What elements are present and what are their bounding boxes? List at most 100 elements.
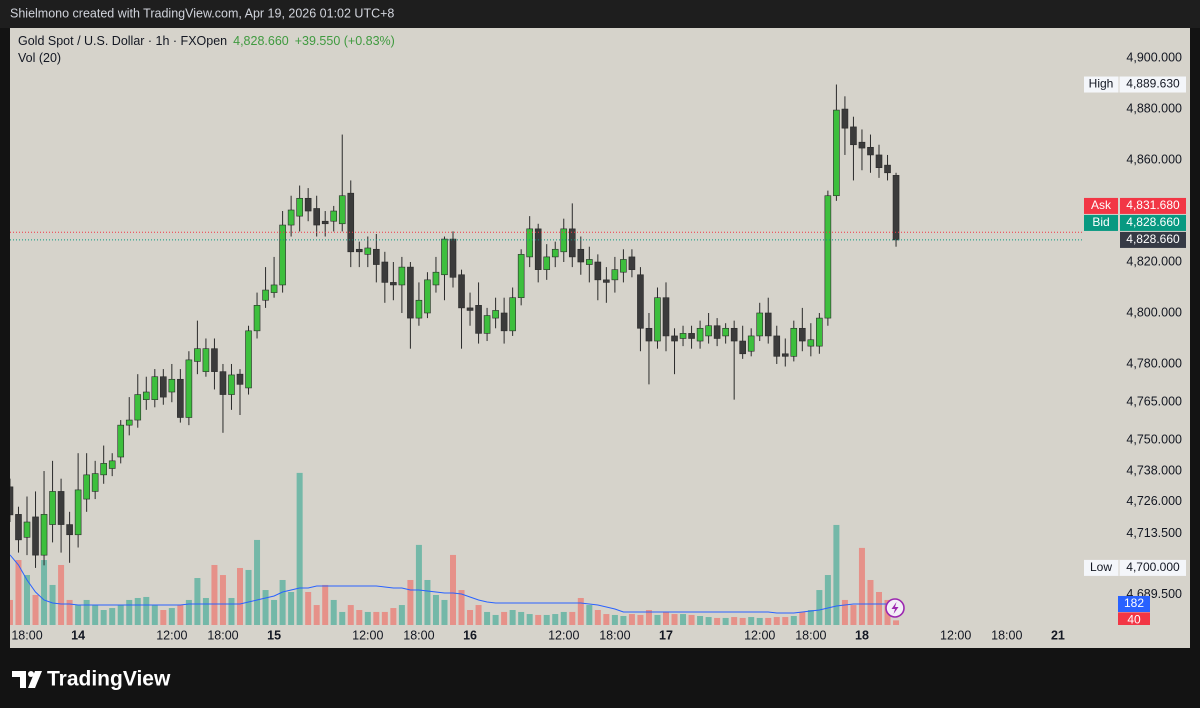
volume-bar [552,614,559,625]
y-tick-label: 4,780.000 [1126,356,1182,370]
volume-bar [645,609,652,625]
x-tick-label: 12:00 [156,628,187,642]
candle-body [390,282,397,286]
candle-body [219,371,227,395]
volume-bar [143,596,150,625]
volume-bar [390,608,397,625]
x-tick-label: 14 [71,628,85,642]
volume-bar [322,584,329,625]
volume-ma-line [10,554,896,614]
candle-body [91,473,99,492]
candle-body [799,327,806,342]
marker-label-box [1084,559,1186,576]
y-tick-label: 4,726.000 [1126,494,1182,508]
candle-body [202,348,210,372]
candle-body [773,335,781,357]
candle-body [509,297,516,332]
volume-bar [739,617,746,625]
candle-body [15,514,22,541]
volume-bar [15,560,22,625]
candle-body [500,312,508,332]
price-label-box [1084,214,1118,231]
volume-bar [586,605,593,625]
candle-body [168,378,176,393]
volume-bar [731,617,738,625]
volume-bar [134,597,141,625]
volume-bar [790,615,797,625]
y-tick-label: 4,900.000 [1126,50,1182,64]
volume-bar [109,608,116,625]
candle-body [637,274,644,329]
volume-bar [66,599,73,625]
candle-body [32,516,39,556]
volume-bar [850,605,857,625]
y-tick-label: 4,820.000 [1126,254,1182,268]
candle-body [781,353,789,357]
candle-body [253,305,261,332]
candle-body [23,521,31,538]
volume-bar [262,590,269,625]
candle-body [279,224,286,286]
volume-bar [373,611,380,625]
candle-body [551,248,559,258]
x-tick-label: 21 [1051,628,1065,642]
candle-body [40,514,48,556]
candle-body [568,228,576,258]
candle-body [245,330,252,389]
volume-bar [594,609,601,625]
volume-bar [41,560,48,625]
volume-bar [833,524,840,625]
candle-body [662,297,670,337]
volume-bar [876,591,882,625]
legend-title: Gold Spot / U.S. Dollar · 1h · FXOpen [18,34,228,48]
candle-body [330,210,338,222]
candle-body [628,256,636,270]
candle-body [586,259,593,265]
x-tick-label: 16 [463,628,477,642]
candle-body [100,463,107,476]
brand-name: TradingView [47,668,171,691]
candle-body [151,376,159,400]
x-tick-label: 18:00 [11,628,42,642]
candle-body [620,259,627,273]
candle-body [194,348,201,362]
x-tick-label: 18:00 [207,628,238,642]
candle-body [160,376,167,398]
volume-bar [288,591,295,625]
y-tick-label: 4,750.000 [1126,433,1182,447]
volume-bar [697,615,704,625]
candle-body [526,228,533,258]
volume-bar [518,611,525,625]
volume-bar [756,617,763,625]
volume-bar [824,575,831,625]
candle-body [543,256,551,270]
candle-body [66,524,73,536]
candle-body [441,238,448,276]
x-tick-label: 12:00 [548,628,579,642]
volume-bar [799,611,806,625]
price-label-value: 4,828.660 [1126,215,1180,229]
volume-bar [841,599,848,625]
volume-bar [424,579,431,625]
volume-bar [194,578,201,625]
volume-bar [782,617,789,625]
volume-bar [330,599,337,625]
candle-body [594,261,602,281]
candle-body [83,474,90,500]
x-tick-label: 12:00 [352,628,383,642]
candle-body [407,266,414,319]
candle-body [739,340,746,355]
candle-body [57,491,65,525]
volume-bar [893,620,900,625]
candle-body [671,335,678,342]
x-tick-label: 18:00 [599,628,630,642]
volume-bar [364,611,371,625]
volume-bar [296,472,303,625]
candle-body [603,279,610,283]
candle-body [688,333,695,339]
top-bar [0,0,1200,28]
volume-box [1118,612,1150,625]
candle-body [134,394,142,421]
price-label-box [1120,197,1186,214]
volume-bar [560,611,567,625]
